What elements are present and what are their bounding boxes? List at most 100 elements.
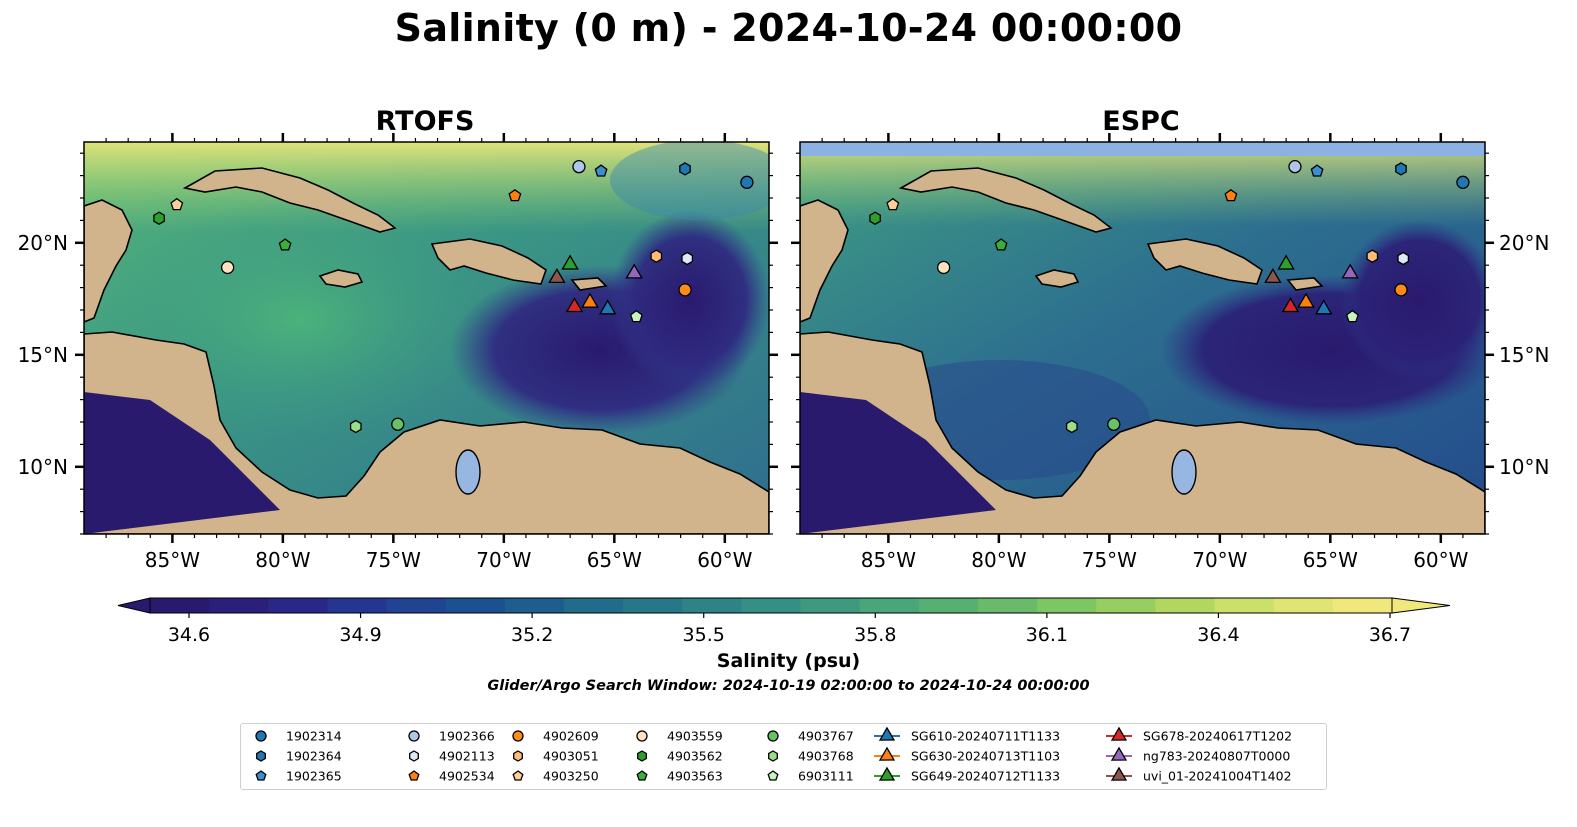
espc-lon-tick-label: 65°W: [1303, 548, 1358, 572]
espc-marker-SG630-20240713T1103: [1297, 292, 1315, 308]
rtofs-lon-tick-label: 80°W: [255, 548, 310, 572]
legend-pentagon-marker: [408, 770, 420, 781]
colorbar-bin: [564, 598, 624, 613]
rtofs-marker-4902113: [681, 251, 694, 266]
rtofs-marker-4903250: [170, 197, 184, 211]
rtofs-lat-tick-label: 15°N: [18, 343, 68, 367]
legend-label: 1902366: [439, 729, 495, 744]
legend-triangle-marker: [878, 726, 896, 741]
legend-triangle-marker: [1110, 746, 1128, 761]
espc-marker-4903562: [869, 211, 881, 225]
legend-item-uvi_01-20241004T1402: uvi_01-20241004T1402: [1106, 766, 1292, 784]
legend-triangle-marker: [1110, 726, 1128, 741]
colorbar-tick-label: 35.8: [854, 624, 896, 646]
rtofs-marker-1902366: [572, 159, 586, 174]
legend-circle-marker: [767, 730, 779, 742]
rtofs-map: [84, 142, 769, 534]
legend-hexagon-marker: [256, 750, 266, 762]
colorbar-bin: [1037, 598, 1097, 613]
legend-label: 4903559: [667, 729, 723, 744]
legend-circle-marker: [255, 730, 267, 742]
rtofs-marker-1902365: [594, 164, 608, 177]
legend-hexagon-marker: [409, 750, 419, 762]
espc-marker-uvi_01-20241004T1402: [1264, 268, 1282, 284]
legend-item-1902364: 1902364: [256, 749, 342, 764]
legend-item-SG610-20240711T1133: SG610-20240711T1133: [874, 726, 1060, 744]
legend-label: 6903111: [798, 769, 854, 784]
espc-marker-1902314: [1456, 175, 1470, 189]
colorbar-tick-label: 36.7: [1369, 624, 1411, 646]
legend-item-SG630-20240713T1103: SG630-20240713T1103: [874, 746, 1060, 764]
colorbar-bin: [978, 598, 1038, 613]
colorbar-bin: [268, 598, 329, 613]
rtofs-marker-4902609: [678, 283, 692, 297]
legend-label: 4902534: [439, 769, 495, 784]
colorbar-bin: [327, 598, 388, 613]
espc-marker-4902609: [1394, 283, 1408, 297]
legend-item-4903562: 4903562: [637, 749, 723, 764]
colorbar-bin: [445, 598, 506, 613]
legend-label: 4903768: [798, 749, 854, 764]
espc-marker-4902113: [1397, 251, 1410, 266]
rtofs-marker-4902534: [508, 188, 522, 202]
legend-label: 4903563: [667, 769, 723, 784]
legend-item-4903250: 4903250: [512, 769, 599, 784]
rtofs-marker-4903051: [650, 249, 663, 263]
rtofs-lon-tick-label: 70°W: [476, 548, 531, 572]
legend-item-4902534: 4902534: [408, 769, 495, 784]
legend-label: 4903767: [798, 729, 854, 744]
legend-item-4903767: 4903767: [767, 729, 854, 744]
espc-marker-6903111: [1345, 309, 1359, 323]
legend-entries: 1902314 1902364 1902365 1902366 4902113 49025…: [255, 726, 1292, 784]
espc-marker-4903563: [994, 238, 1008, 251]
espc-marker-4902534: [1224, 188, 1238, 202]
espc-lon-tick-label: 70°W: [1192, 548, 1247, 572]
rtofs-lon-tick-label: 65°W: [587, 548, 642, 572]
legend-pentagon-marker: [636, 770, 648, 781]
legend-item-ng783-20240807T0000: ng783-20240807T0000: [1106, 746, 1290, 764]
espc-marker-4903559: [936, 260, 951, 275]
search-window-note: Glider/Argo Search Window: 2024-10-19 02…: [487, 678, 1090, 694]
rtofs-marker-SG610-20240711T1133: [598, 299, 617, 315]
rtofs-marker-SG678-20240617T1202: [565, 297, 584, 313]
colorbar-bin: [859, 598, 920, 613]
espc-marker-SG649-20240712T1133: [1277, 254, 1295, 270]
colorbar-bin: [386, 598, 447, 613]
legend-label: 4902609: [543, 729, 599, 744]
legend-triangle-marker: [1110, 766, 1128, 781]
rtofs-lon-tick-label: 85°W: [145, 548, 200, 572]
axis-ticks: 85°W 80°W 75°W 70°W 65°W 60°W 85°W 80°W 75°W 70°W…: [18, 133, 1549, 572]
colorbar-tick-label: 36.4: [1197, 624, 1239, 646]
colorbar-bin: [1096, 598, 1157, 613]
colorbar-bin: [800, 598, 861, 613]
legend-label: SG630-20240713T1103: [911, 749, 1060, 764]
legend-item-1902314: 1902314: [255, 729, 342, 744]
colorbar-bin: [1155, 598, 1216, 613]
legend-item-SG678-20240617T1202: SG678-20240617T1202: [1106, 726, 1292, 744]
espc-marker-1902364: [1395, 162, 1407, 176]
rtofs-lat-tick-label: 20°N: [18, 231, 68, 255]
legend-label: 4903562: [667, 749, 723, 764]
legend-hexagon-marker: [768, 750, 778, 762]
espc-marker-4903768: [1065, 419, 1078, 434]
legend-item-6903111: 6903111: [767, 769, 854, 784]
colorbar-bin: [1214, 598, 1275, 613]
legend-label: ng783-20240807T0000: [1143, 749, 1290, 764]
legend-label: uvi_01-20241004T1402: [1143, 769, 1292, 784]
legend-hexagon-marker: [513, 750, 523, 762]
legend-label: 4903250: [543, 769, 599, 784]
colorbar-bin: [150, 598, 210, 613]
espc-marker-ng783-20240807T0000: [1341, 263, 1359, 279]
legend-pentagon-marker: [767, 770, 779, 781]
legend-label: 4902113: [439, 749, 495, 764]
colorbar-tick-label: 35.2: [511, 624, 553, 646]
colorbar: 34.6 34.9 35.2 35.5 35.8 36.1 36.4 36.7: [117, 597, 1451, 646]
espc-marker-4903767: [1107, 417, 1121, 431]
legend-label: 1902365: [286, 769, 342, 784]
rtofs-lon-tick-label: 60°W: [697, 548, 752, 572]
legend-item-SG649-20240712T1133: SG649-20240712T1133: [874, 766, 1060, 784]
rtofs-marker-SG630-20240713T1103: [581, 292, 599, 308]
rtofs-marker-ng783-20240807T0000: [625, 263, 643, 279]
legend-item-4903563: 4903563: [636, 769, 723, 784]
legend-label: 4903051: [543, 749, 599, 764]
